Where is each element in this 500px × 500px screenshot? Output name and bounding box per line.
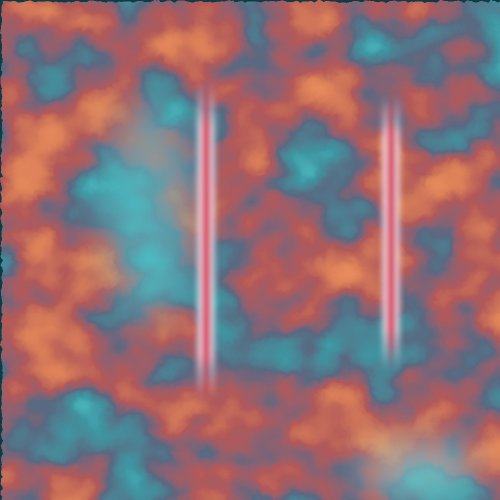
cyan-glow xyxy=(105,100,195,320)
light-streak xyxy=(381,95,401,370)
cyan-glow xyxy=(360,440,480,500)
light-streak xyxy=(196,80,216,400)
streaks xyxy=(196,80,401,400)
